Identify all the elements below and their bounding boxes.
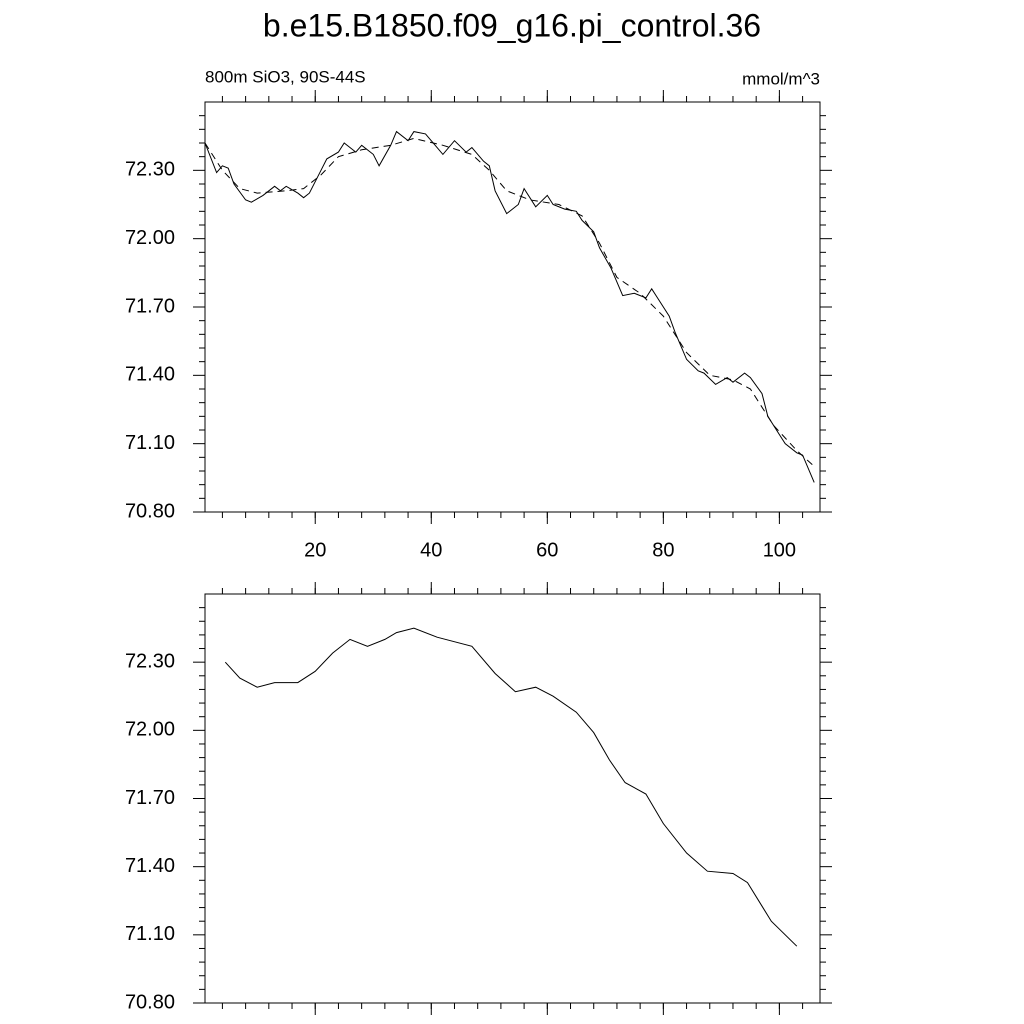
y-tick-label: 70.80 [125,991,175,1013]
y-tick-label: 72.00 [125,227,175,249]
y-tick-label: 71.40 [125,364,175,386]
subtitle-left: 800m SiO3, 90S-44S [205,67,366,86]
plot-frame [204,593,821,1004]
x-tick-label: 100 [763,539,796,561]
y-tick-label: 71.10 [125,432,175,454]
data-line [224,627,798,947]
y-tick-label: 71.40 [125,855,175,877]
units-label: mmol/m^3 [742,69,820,88]
chart-title: b.e15.B1850.f09_g16.pi_control.36 [263,7,761,43]
y-tick-label: 71.10 [125,923,175,945]
x-tick-label: 80 [652,539,674,561]
y-tick-label: 71.70 [125,295,175,317]
data-line [204,130,815,483]
y-tick-label: 71.70 [125,787,175,809]
y-tick-label: 72.00 [125,719,175,741]
y-tick-label: 72.30 [125,650,175,672]
y-tick-label: 72.30 [125,159,175,181]
plot-frame [204,101,821,513]
x-tick-label: 20 [304,539,326,561]
x-tick-label: 40 [420,539,442,561]
y-tick-label: 70.80 [125,500,175,522]
data-line [204,137,815,467]
x-tick-label: 60 [536,539,558,561]
